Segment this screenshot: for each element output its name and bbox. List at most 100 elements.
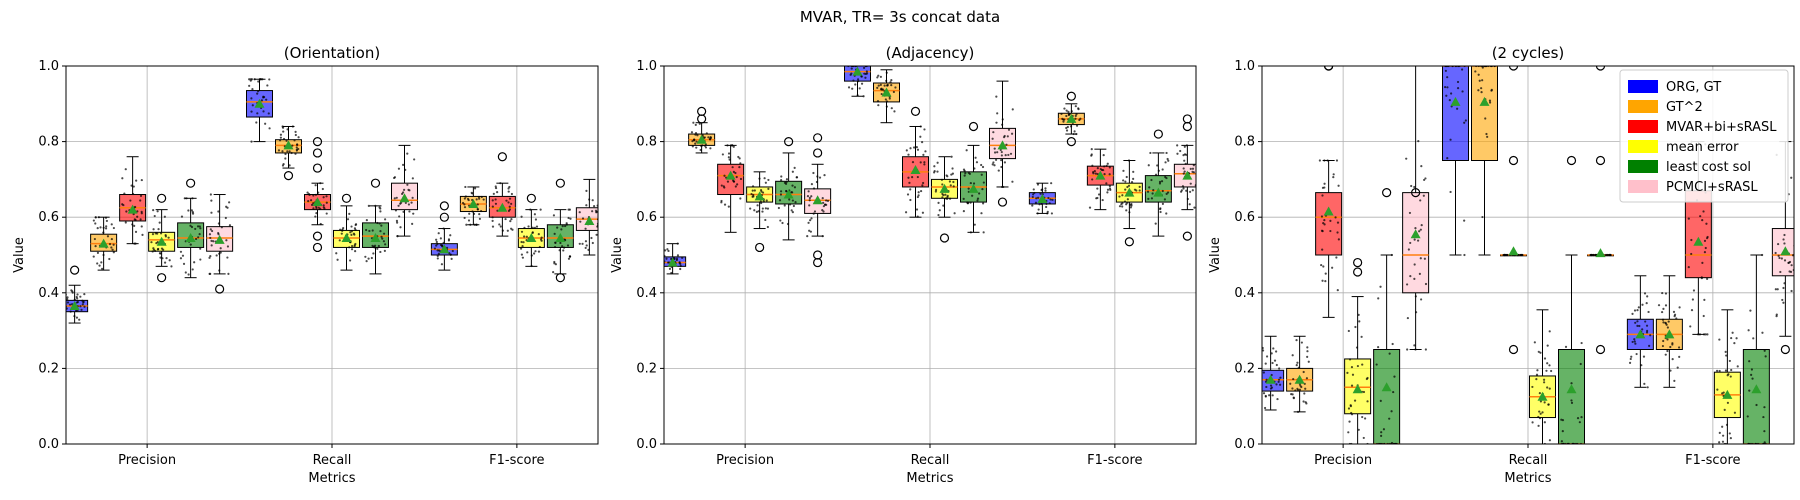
flier-point (1066, 91, 1076, 101)
sample-point (539, 208, 542, 211)
sample-point (1032, 188, 1035, 191)
sample-point (1118, 205, 1122, 208)
sample-point (160, 247, 164, 250)
sample-point (968, 172, 971, 175)
sample-point (307, 200, 310, 203)
sample-point (523, 226, 526, 230)
sample-point (1001, 118, 1004, 121)
sample-point (535, 225, 539, 228)
sample-point (1546, 386, 1549, 389)
sample-point (1550, 369, 1553, 373)
sample-point (726, 144, 729, 147)
sample-point (150, 241, 153, 244)
sample-point (379, 250, 382, 254)
sample-point (822, 205, 825, 208)
sample-point (1539, 412, 1542, 415)
legend-swatch (1628, 120, 1658, 133)
sample-point (971, 194, 974, 197)
sample-point (1099, 167, 1102, 171)
sample-point (365, 219, 368, 222)
sample-point (967, 187, 970, 190)
sample-point (1390, 253, 1393, 257)
box-mean-error-f1-score (1713, 309, 1741, 444)
sample-point (1664, 304, 1668, 307)
sample-point (1150, 178, 1153, 182)
sample-point (821, 235, 824, 238)
sample-point (81, 303, 84, 306)
sample-point (198, 233, 201, 236)
sample-point (1050, 212, 1054, 215)
sample-point (1349, 405, 1353, 408)
sample-point (499, 225, 502, 228)
sample-point (435, 244, 438, 247)
x-tick-label: Recall (1509, 453, 1548, 468)
sample-point (1543, 401, 1546, 404)
sample-point (398, 215, 401, 218)
sample-point (1419, 228, 1422, 231)
sample-point (1320, 215, 1324, 218)
sample-point (923, 163, 926, 166)
mean-marker (1095, 170, 1106, 180)
sample-point (1362, 390, 1366, 394)
mean-marker (127, 204, 138, 214)
sample-point (533, 226, 537, 230)
sample-point (1259, 383, 1261, 385)
sample-point (371, 229, 374, 232)
sample-point (140, 178, 143, 182)
sample-point (139, 218, 142, 221)
sample-point (1779, 270, 1782, 274)
sample-point (1011, 180, 1014, 183)
sample-point (1728, 359, 1731, 363)
y-tick-label: 0.8 (38, 135, 59, 150)
sample-point (1348, 358, 1352, 361)
sample-point (1749, 309, 1752, 312)
sample-point (1037, 196, 1040, 199)
sample-point (1393, 375, 1396, 378)
legend-label: ORG, GT (1666, 80, 1721, 95)
sample-point (670, 271, 673, 275)
sample-point (764, 181, 767, 184)
sample-point (519, 247, 523, 250)
sample-point (692, 121, 695, 124)
box-least-cost-sol-f1-score (1144, 129, 1172, 237)
flier-point (1411, 188, 1421, 198)
sample-point (553, 262, 556, 265)
mean-marker (852, 66, 863, 76)
sample-point (893, 110, 896, 113)
sample-point (534, 250, 537, 253)
sample-point (554, 241, 557, 244)
sample-point (950, 155, 953, 158)
sample-point (906, 193, 910, 196)
sample-point (411, 177, 414, 180)
sample-point (110, 223, 113, 226)
mean-marker (1751, 384, 1762, 394)
sample-point (396, 221, 399, 224)
box-mvar-bi-srasl-precision (1315, 66, 1343, 318)
flier-point (1066, 137, 1076, 147)
sample-point (1485, 132, 1488, 136)
sample-point (314, 215, 317, 218)
sample-point (953, 212, 956, 215)
sample-point (933, 165, 936, 168)
sample-point (808, 229, 811, 232)
sample-point (749, 207, 752, 210)
box-gt-2-f1-score (459, 185, 487, 226)
sample-point (266, 84, 269, 87)
sample-point (890, 79, 893, 82)
sample-point (890, 84, 893, 87)
sample-point (310, 203, 314, 206)
sample-point (224, 216, 227, 220)
sample-point (808, 199, 811, 202)
sample-point (1420, 165, 1423, 168)
sample-point (1419, 199, 1422, 202)
sample-point (1541, 411, 1544, 414)
box-mvar-bi-srasl-recall (304, 137, 331, 253)
sample-point (480, 195, 483, 199)
sample-point (694, 133, 697, 136)
sample-point (916, 148, 920, 151)
sample-point (1165, 151, 1168, 155)
sample-point (100, 261, 103, 264)
sample-point (92, 219, 95, 222)
sample-point (1702, 333, 1706, 336)
sample-point (1726, 401, 1730, 404)
